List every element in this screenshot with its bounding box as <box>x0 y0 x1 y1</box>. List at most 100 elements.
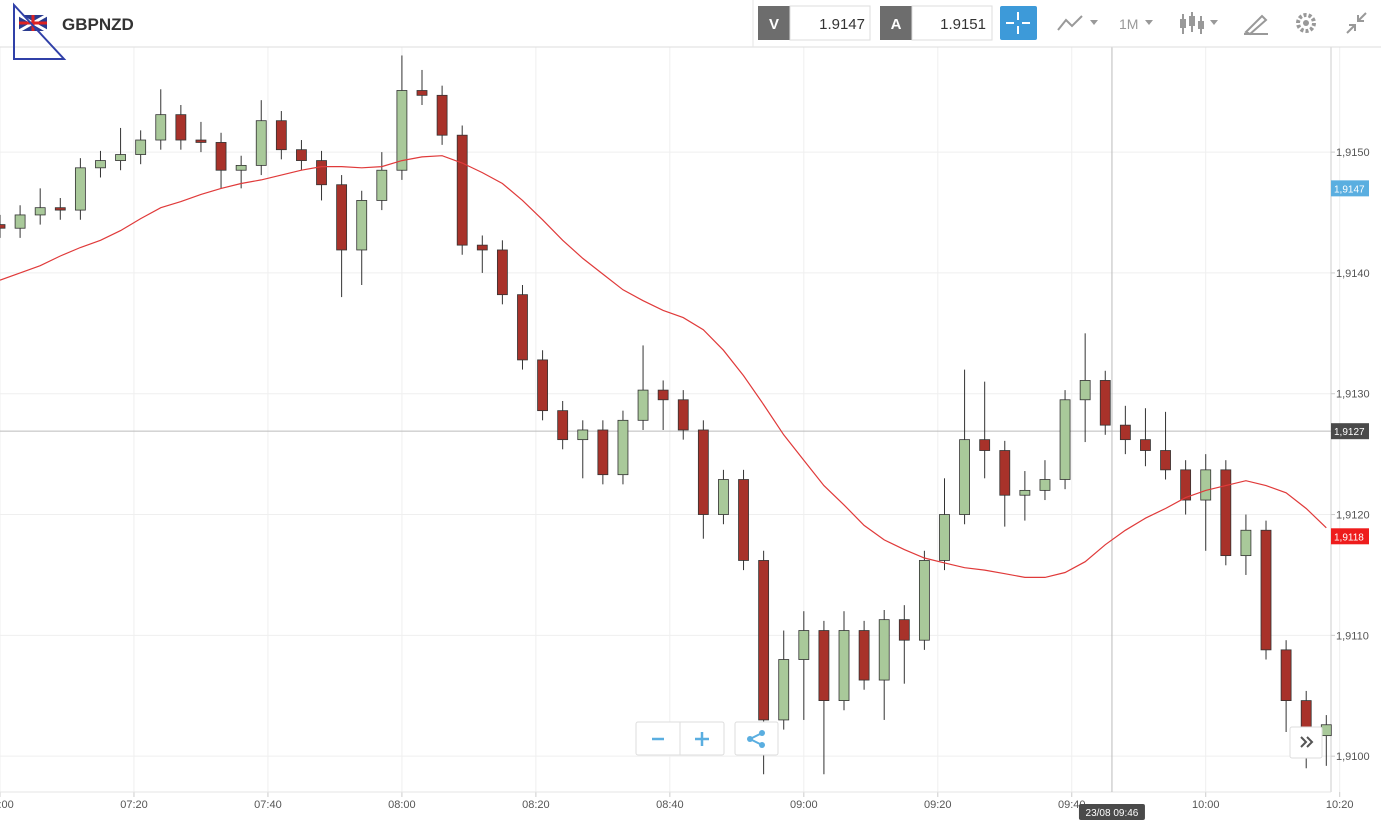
y-tick-label: 1,9140 <box>1336 268 1370 280</box>
candle-body <box>1099 380 1111 426</box>
candle-body <box>54 207 66 211</box>
candle-body <box>758 560 770 721</box>
bid-value-box <box>789 5 871 41</box>
share-dot <box>759 730 765 736</box>
ask-box[interactable] <box>880 6 912 40</box>
zoom-in[interactable] <box>695 732 709 746</box>
y-tick-label: 1,9130 <box>1336 389 1370 401</box>
candle-body <box>597 429 609 476</box>
draw-icon[interactable] <box>1244 14 1268 36</box>
symbol: GBPNZD <box>62 15 134 34</box>
timeframe[interactable]: 1M <box>1119 16 1138 32</box>
ask-value-box <box>911 5 993 41</box>
y-tick-label: 1,9110 <box>1336 630 1369 642</box>
dropdown-arrow <box>1090 20 1098 25</box>
candle-body <box>858 630 870 681</box>
scroll-icon <box>1300 736 1314 748</box>
candle-body <box>436 94 448 136</box>
candle-body <box>376 169 388 201</box>
dropdown-arrow <box>1145 20 1153 25</box>
candle-body <box>1140 439 1151 451</box>
candle-body <box>316 160 327 186</box>
candle-body <box>677 399 689 431</box>
crosshair-icon <box>1006 12 1030 34</box>
candle-body <box>1119 424 1131 441</box>
candle-body <box>456 134 468 246</box>
candle-body <box>396 90 408 171</box>
collapse-icon[interactable] <box>1346 12 1367 34</box>
share-dot <box>747 736 753 742</box>
candle-body <box>1160 450 1171 471</box>
candle-body <box>959 439 970 515</box>
candle-body <box>135 139 147 155</box>
candle-body <box>838 630 850 701</box>
x-tick-label: 07:20 <box>120 799 148 811</box>
dropdown-arrow <box>1210 20 1218 25</box>
candle-body <box>95 160 106 169</box>
x-tick-label: 09:40 <box>1058 799 1086 811</box>
candle-body <box>637 389 649 421</box>
x-tick-label: 10:20 <box>1326 799 1354 811</box>
x-tick-label: 10:00 <box>1192 799 1220 811</box>
x-tick-label: 07:40 <box>254 799 282 811</box>
candle-body <box>215 142 227 171</box>
candle-body <box>798 630 810 660</box>
ask-value: 1.9151 <box>940 16 986 33</box>
bid-value: 1.9147 <box>819 16 865 33</box>
candle-body <box>537 359 548 412</box>
candle-body <box>1200 469 1212 501</box>
price-tag <box>1331 528 1369 545</box>
x-tick-label: 09:00 <box>790 799 818 811</box>
candle-body <box>1320 724 1332 737</box>
candle-body <box>34 207 46 216</box>
candles-icon-body <box>1189 16 1195 26</box>
header-bar <box>0 0 1381 47</box>
bid-box[interactable] <box>758 6 790 40</box>
candle-body <box>557 410 569 441</box>
ask-label: A <box>891 16 902 33</box>
candle-body <box>878 619 890 681</box>
chart-type-icon[interactable] <box>1057 15 1083 31</box>
zoom-controls <box>635 721 1323 759</box>
price-tag <box>1331 180 1369 197</box>
candle-body <box>1240 529 1252 557</box>
share-button[interactable] <box>734 721 779 756</box>
candle-body <box>898 619 910 641</box>
candle-body <box>1220 469 1232 557</box>
candle-body <box>1039 479 1051 491</box>
candle-body <box>275 120 287 151</box>
candle-body <box>336 184 348 251</box>
candle-body <box>517 294 528 361</box>
candle-body <box>818 630 830 701</box>
crosshair-time-box <box>1078 804 1145 820</box>
candle-body <box>778 659 790 721</box>
candle-body <box>115 154 126 161</box>
y-tick-label: 1,9100 <box>1336 751 1370 763</box>
candle-body <box>356 200 368 251</box>
settings-icon-center <box>1303 20 1309 26</box>
candle-body <box>14 214 26 229</box>
price-tag <box>1331 423 1369 440</box>
candle-body <box>617 419 629 476</box>
candle-body <box>0 224 6 229</box>
header: GBPNZD V 1.9147 A 1.9151 1M <box>13 0 1367 60</box>
plot-area: 07:00 07:20 07:40 08:00 08:20 08:40 09:00 09:20… <box>0 47 1370 820</box>
triangle-overlay <box>13 2 67 60</box>
crosshair-time-label: 23/08 09:46 <box>1086 808 1139 819</box>
candle-body <box>235 164 247 171</box>
candle-body <box>1059 399 1071 480</box>
bid-label: V <box>769 16 779 33</box>
candle-body <box>999 450 1011 496</box>
price-tag-label: 1,9118 <box>1334 532 1364 543</box>
candles-icon-body <box>1180 19 1186 28</box>
candle-body <box>1280 649 1292 701</box>
candle-body <box>697 429 709 515</box>
crosshair-button[interactable] <box>1000 6 1037 40</box>
settings-icon[interactable] <box>1296 13 1316 33</box>
candle-body <box>476 244 488 251</box>
candle-body <box>74 167 86 211</box>
candle-body <box>577 429 589 441</box>
candle-body <box>1260 529 1272 651</box>
candle-body <box>296 149 307 161</box>
